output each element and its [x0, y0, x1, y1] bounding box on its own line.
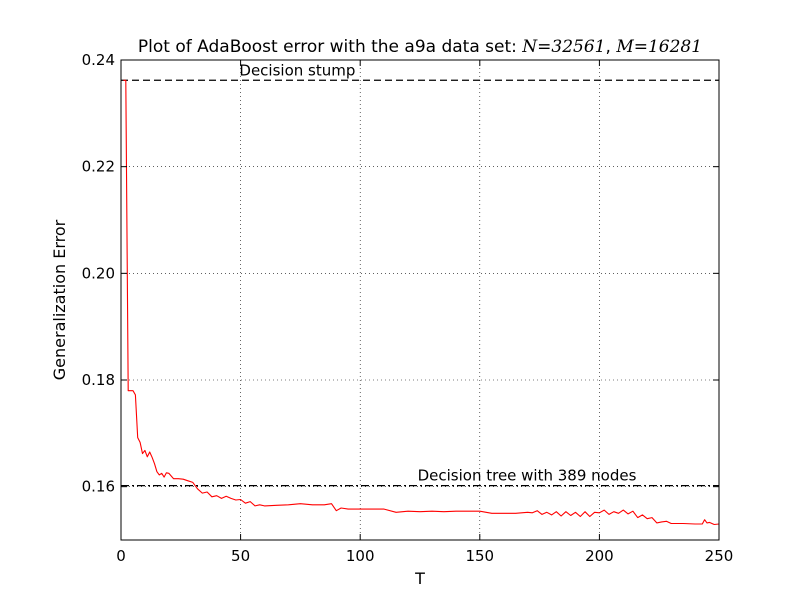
x-tick-label: 100 [346, 547, 375, 565]
y-tick-label: 0.22 [82, 158, 115, 176]
x-tick-label: 200 [585, 547, 614, 565]
y-tick-label: 0.16 [82, 478, 115, 496]
y-axis: 0.16 0.18 0.20 0.22 0.24 [82, 51, 719, 496]
grid [121, 60, 719, 540]
chart-title-m-var: M [615, 37, 634, 57]
reference-lines [121, 79, 719, 487]
chart-title: Plot of AdaBoost error with the a9a data… [138, 37, 702, 57]
x-tick-label: 250 [705, 547, 734, 565]
series-line-adaboost-error [123, 79, 720, 526]
annotations: Decision stump Decision tree with 389 nod… [239, 61, 636, 484]
x-axis-label: T [414, 569, 425, 588]
chart-title-m-value: 16281 [648, 37, 702, 57]
chart-title-m-eq: = [634, 37, 648, 57]
reference-line-label: Decision stump [239, 61, 355, 79]
chart-title-n-value: 32561 [551, 37, 605, 57]
y-tick-label: 0.24 [82, 51, 115, 69]
series-layer [123, 79, 720, 526]
y-tick-label: 0.20 [82, 264, 115, 282]
chart-title-sep: , [606, 37, 617, 57]
y-tick-label: 0.18 [82, 371, 115, 389]
y-axis-label: Generalization Error [50, 219, 69, 380]
plot-frame [120, 59, 720, 541]
x-tick-label: 50 [231, 547, 250, 565]
chart-title-prefix: Plot of AdaBoost error with the a9a data… [138, 37, 522, 57]
reference-line-label: Decision tree with 389 nodes [418, 467, 637, 485]
x-axis: 0 50 100 150 200 250 [116, 60, 733, 565]
chart-title-n-var: N [521, 37, 538, 57]
chart-title-n-eq: = [537, 37, 551, 57]
x-tick-label: 0 [116, 547, 126, 565]
x-tick-label: 150 [465, 547, 494, 565]
